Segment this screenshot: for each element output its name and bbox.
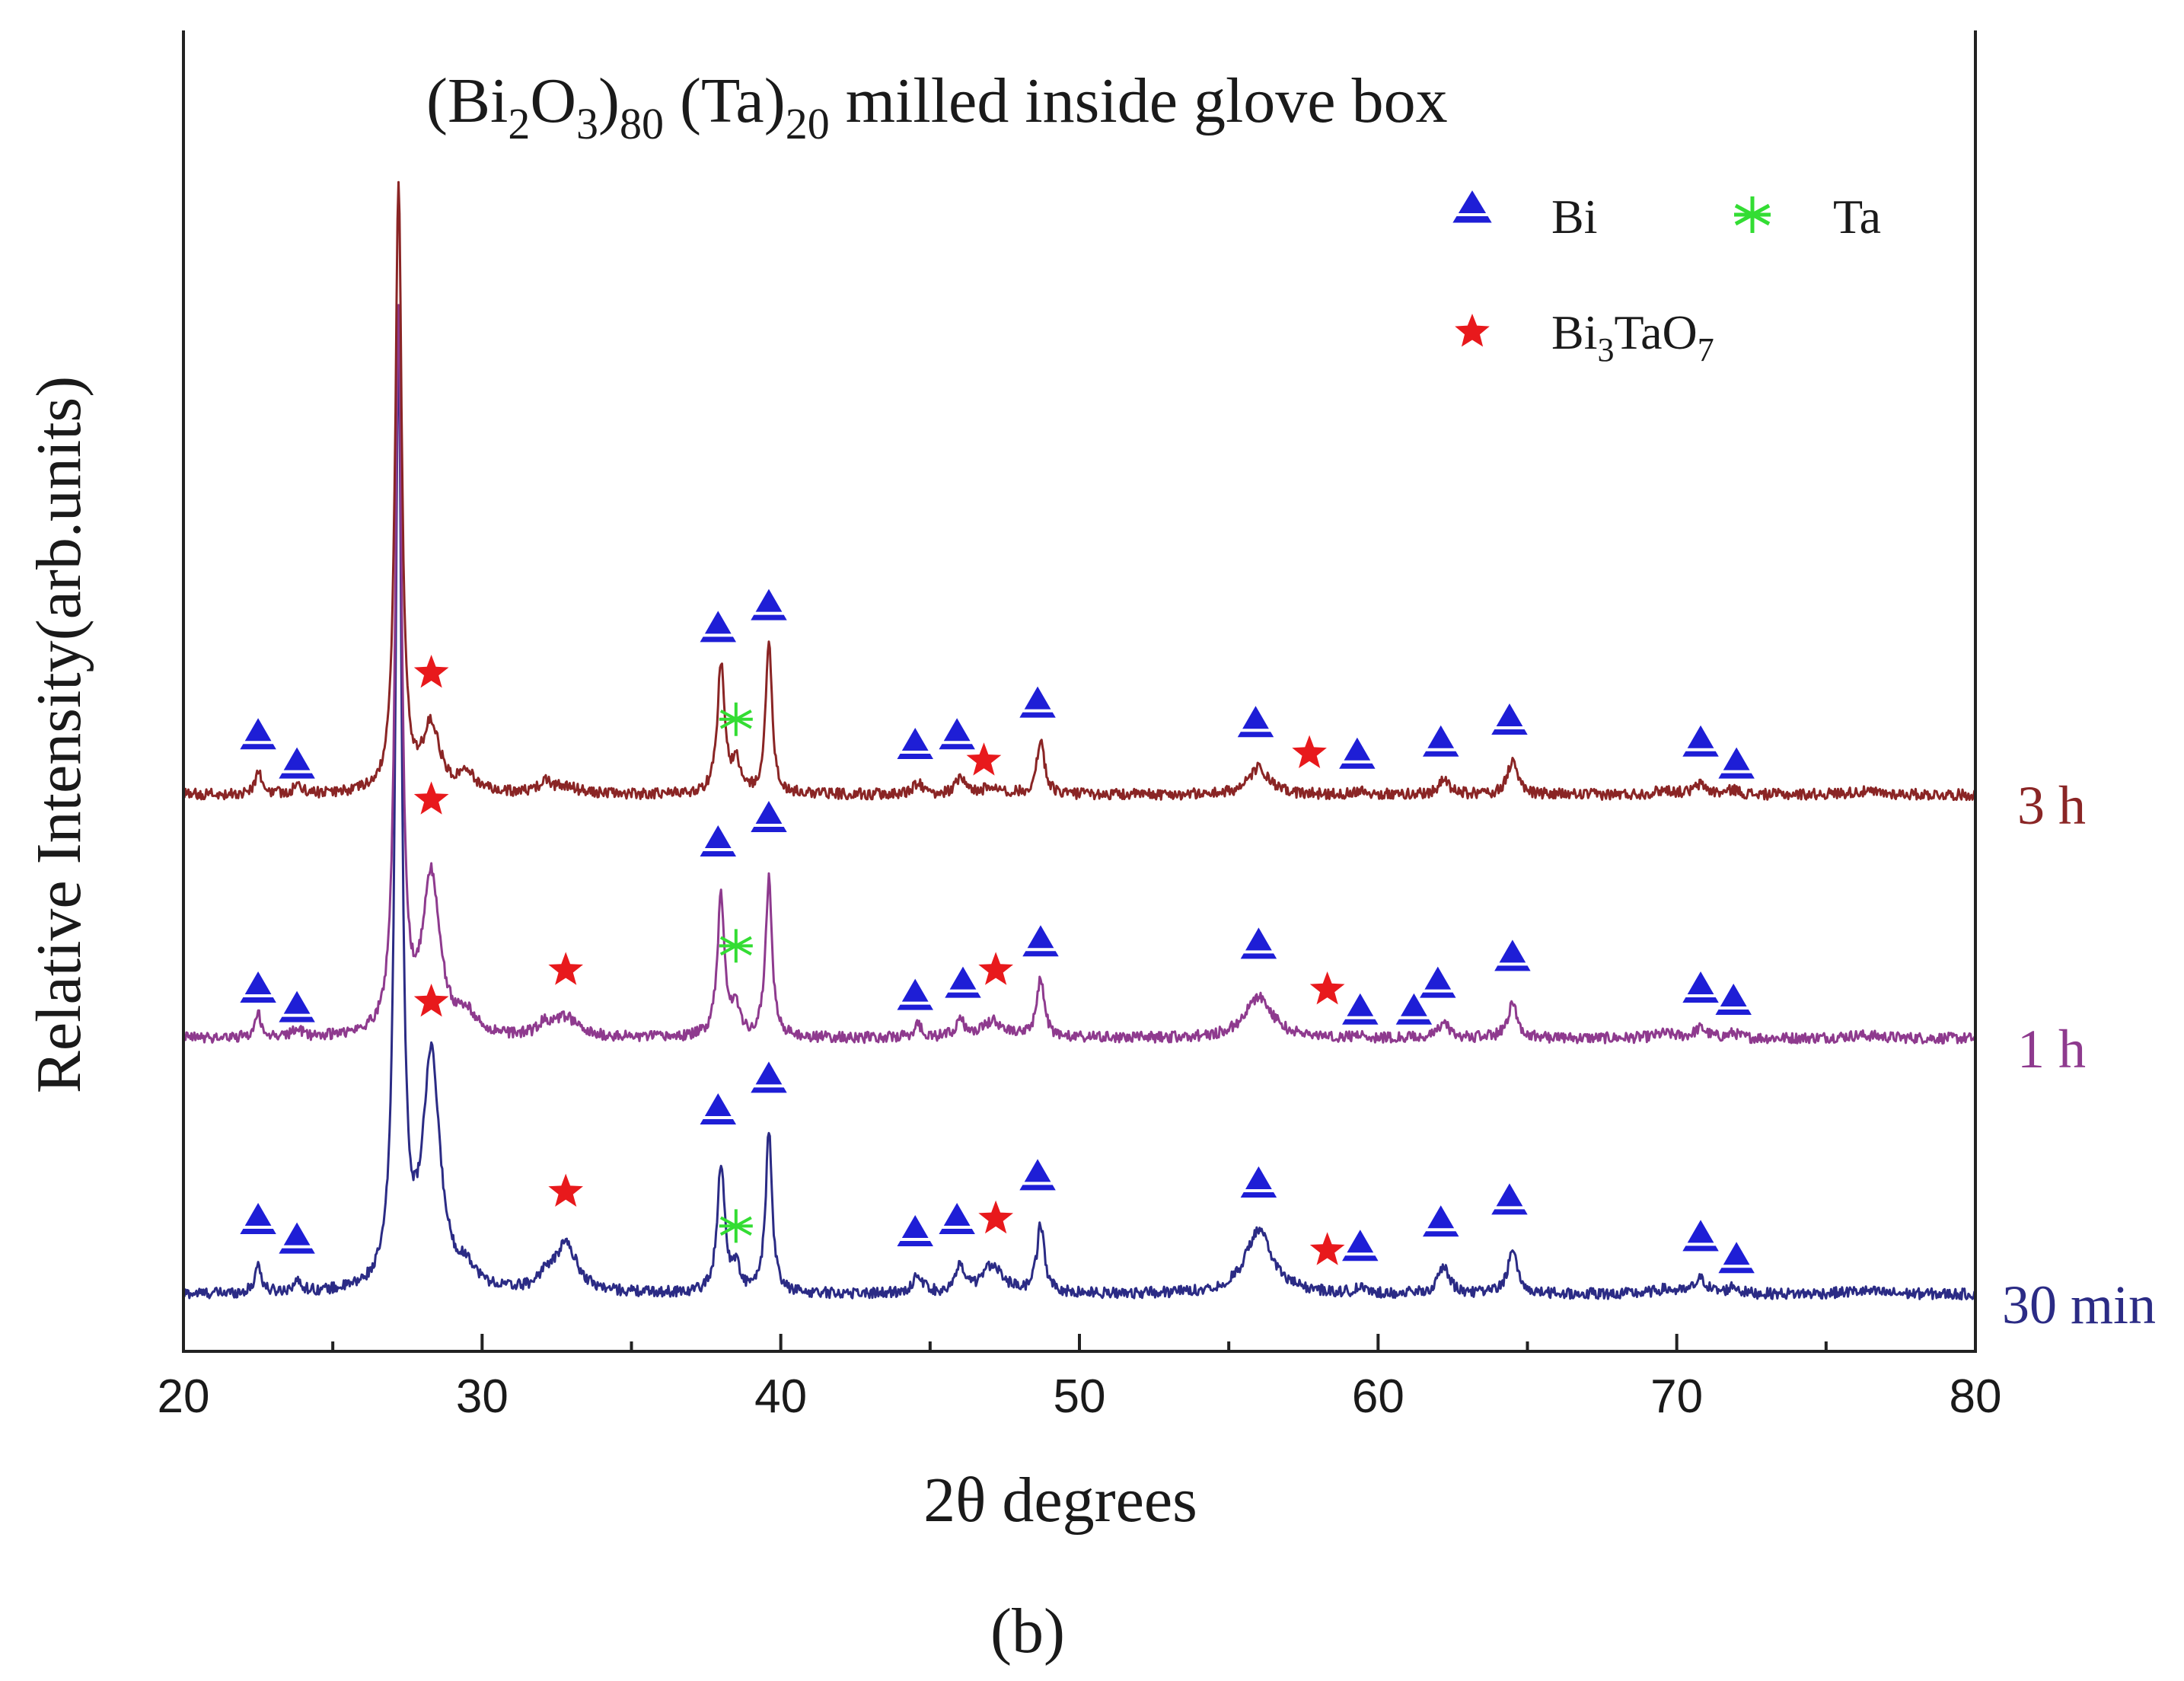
bi-peak-marker [1237,706,1274,738]
x-tick-label: 60 [1352,1370,1404,1423]
legend-label-bi3tao7: Bi3TaO7 [1551,305,1714,368]
bi-peak-marker [939,1203,975,1234]
bi3tao7-peak-marker [1292,735,1327,768]
figure-caption: (b) [990,1596,1065,1667]
legend-item-ta: Ta [1734,190,1881,244]
bi3tao7-peak-marker [1309,1232,1345,1265]
x-tick-label: 40 [754,1370,807,1423]
bi-peak-marker [240,1203,276,1234]
series-line-30-min [183,334,1976,1301]
bi-peak-marker [1022,925,1059,957]
bi3tao7-peak-marker [413,984,449,1017]
bi-peak-marker [1339,737,1376,769]
bi-peak-marker [1422,1205,1459,1237]
bi-peak-marker [1019,1159,1056,1191]
legend-star-icon [1455,314,1490,347]
bi-peak-marker [1494,939,1531,971]
bi3tao7-peak-marker [978,952,1013,985]
bi-peak-marker [751,801,787,832]
chart-title: (Bi2O3)80 (Ta)20 milled inside glove box [426,65,1448,148]
x-tick-label: 30 [456,1370,509,1423]
bi3tao7-peak-marker [413,781,449,815]
bi-peak-marker [1491,1183,1528,1215]
bi-peak-marker [1240,927,1277,959]
bi-peak-marker [897,728,933,759]
bi-peak-marker [1491,703,1528,735]
bi-peak-marker [279,747,315,779]
bi3tao7-peak-marker [413,655,449,688]
ta-peak-marker [719,702,753,736]
bi-peak-marker [1718,747,1755,779]
bi-peak-marker [1682,1220,1719,1252]
bi3tao7-peak-marker [978,1200,1013,1234]
bi3tao7-peak-marker [548,1173,583,1207]
bi-peak-marker [700,611,737,643]
legend-item-bi3tao7: Bi3TaO7 [1455,305,1714,368]
bi-peak-marker [897,1215,933,1246]
bi-peak-marker [279,1222,315,1254]
series-label-1-h: 1 h [2017,1019,2086,1080]
series-label-30-min: 30 min [2002,1274,2156,1335]
legend-asterisk-icon [1734,196,1771,233]
bi-peak-marker [700,825,737,856]
x-tick-label: 50 [1054,1370,1106,1423]
legend-item-bi: Bi [1452,190,1597,244]
ta-peak-marker [719,929,753,963]
y-axis-label: Relative Intensity(arb.units) [24,376,94,1093]
bi-peak-marker [1682,971,1719,1003]
legend-label-ta: Ta [1833,190,1881,244]
series-line-1-h [183,304,1976,1045]
bi-peak-marker [1420,966,1456,998]
ta-peak-marker [719,1209,753,1243]
bi-peak-marker [751,589,787,620]
bi-peak-marker [700,1093,737,1124]
x-axis-label: 2θ degrees [923,1465,1197,1536]
bi-peak-marker [751,1061,787,1093]
bi-peak-marker [1422,725,1459,757]
bi3tao7-peak-marker [1309,971,1345,1005]
bi-peak-marker [897,978,933,1010]
bi-peak-marker [240,971,276,1003]
bi-peak-marker [1342,1230,1379,1262]
series-line-3-h [183,180,1976,802]
bi-peak-marker [240,718,276,750]
legend: Bi Ta Bi3TaO7 [1452,190,1881,368]
legend-triangle-icon [1452,190,1492,223]
legend-label-bi: Bi [1551,190,1597,244]
x-tick-label: 70 [1650,1370,1703,1423]
bi-peak-marker [939,718,975,750]
bi-peak-marker [1342,993,1379,1025]
bi3tao7-peak-marker [966,742,1002,776]
x-tick-label: 80 [1950,1370,2002,1423]
bi-peak-marker [1682,725,1719,757]
x-tick-label: 20 [158,1370,210,1423]
bi-peak-marker [1395,993,1433,1025]
axes-frame [182,30,1977,1353]
series-label-3-h: 3 h [2017,775,2086,836]
bi-peak-marker [279,990,315,1022]
bi-peak-marker [1715,984,1752,1015]
bi-peak-marker [1019,686,1056,718]
bi3tao7-peak-marker [548,952,583,985]
bi-peak-marker [945,966,981,998]
bi-peak-marker [1718,1242,1755,1274]
bi-peak-marker [1240,1166,1277,1198]
